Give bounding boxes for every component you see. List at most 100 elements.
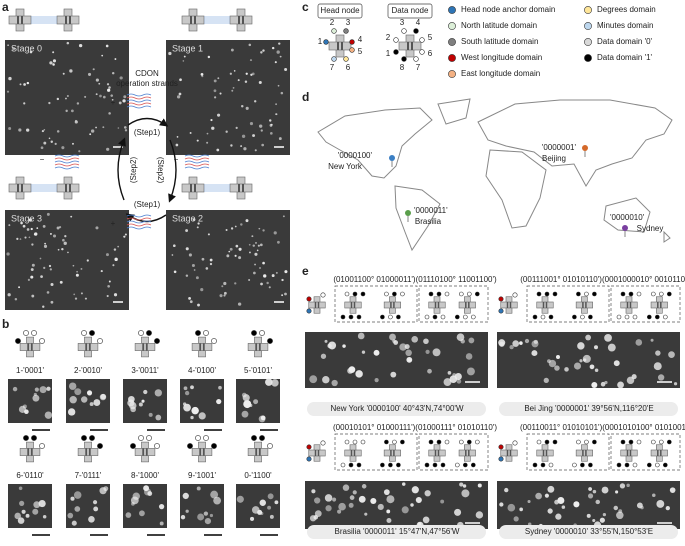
- domain: [187, 443, 193, 449]
- particle: [673, 382, 678, 386]
- particle: [499, 502, 504, 507]
- domain: [584, 439, 589, 445]
- particle: [604, 333, 612, 342]
- node-core: [434, 450, 437, 456]
- domain: [97, 338, 103, 344]
- particle: [404, 344, 410, 350]
- strand: [126, 102, 152, 106]
- particle: [92, 500, 98, 505]
- particle: [259, 124, 263, 128]
- label: CDON: [135, 69, 159, 78]
- particle: [24, 236, 27, 239]
- node-title-box: [387, 3, 433, 19]
- strand: [126, 99, 152, 103]
- particle: [204, 517, 212, 525]
- particle: [17, 517, 25, 524]
- node-core: [17, 184, 19, 192]
- node-core: [314, 450, 317, 456]
- domain: [454, 462, 460, 468]
- particle: [66, 41, 70, 45]
- particle: [43, 128, 46, 131]
- node-core: [545, 450, 548, 456]
- particle: [86, 390, 93, 396]
- particle: [236, 495, 244, 503]
- node-core: [88, 343, 91, 351]
- particle: [108, 280, 111, 283]
- domain: [436, 439, 442, 445]
- particle: [124, 233, 127, 236]
- particle: [74, 297, 78, 300]
- domain: [650, 439, 656, 445]
- particle: [48, 101, 51, 105]
- particle: [259, 499, 266, 506]
- micrograph: [5, 210, 129, 310]
- particle: [80, 267, 83, 270]
- node-core: [194, 16, 196, 24]
- particle: [105, 253, 109, 257]
- particle: [277, 240, 280, 244]
- particle: [158, 504, 165, 510]
- stage-label: Stage 3: [11, 213, 42, 223]
- particle: [18, 486, 23, 491]
- node-core: [238, 184, 240, 192]
- particle: [252, 244, 255, 247]
- node-core: [626, 450, 629, 456]
- particle: [210, 118, 213, 122]
- particle: [100, 393, 106, 400]
- particle: [657, 374, 665, 381]
- particle: [554, 365, 560, 371]
- particle: [141, 399, 145, 403]
- particle: [62, 238, 65, 242]
- continent: [477, 99, 673, 187]
- node-arm: [191, 448, 213, 456]
- particle: [513, 516, 519, 522]
- strand: [126, 220, 152, 224]
- particle: [462, 484, 467, 488]
- particle: [244, 80, 248, 83]
- particle: [65, 109, 68, 113]
- particle: [443, 378, 452, 386]
- particle: [249, 122, 254, 126]
- particle: [74, 506, 81, 512]
- node-core: [411, 42, 413, 50]
- particle: [592, 518, 596, 523]
- domain: [512, 440, 518, 446]
- particle: [613, 505, 619, 511]
- node-core: [255, 343, 258, 351]
- domain: [392, 439, 397, 445]
- group-box: [526, 433, 610, 471]
- strand: [184, 163, 210, 167]
- particle: [588, 487, 593, 491]
- particle: [268, 119, 272, 122]
- particle: [31, 294, 35, 298]
- particle: [249, 251, 251, 254]
- particle: [103, 486, 109, 492]
- domain: [624, 314, 630, 320]
- particle: [230, 227, 234, 230]
- particle: [583, 358, 587, 362]
- particle: [44, 411, 53, 419]
- panel-label: d: [302, 90, 309, 104]
- particle: [176, 135, 179, 138]
- node-core: [199, 448, 202, 456]
- legend-label: East longitude domain: [461, 69, 540, 78]
- domain: [548, 462, 554, 468]
- particle: [182, 492, 189, 500]
- domain: [195, 330, 201, 336]
- particle: [524, 338, 530, 344]
- particle: [26, 128, 30, 132]
- legend-label: Minutes domain: [597, 21, 653, 30]
- particle: [207, 55, 211, 59]
- particle: [42, 514, 47, 519]
- domain: [343, 28, 349, 34]
- domain: [344, 439, 350, 445]
- domain: [356, 314, 362, 320]
- city-name: Sydney: [637, 224, 664, 233]
- domain: [632, 314, 638, 320]
- particle: [48, 264, 52, 268]
- stage-label: Stage 2: [172, 213, 203, 223]
- particle: [70, 215, 73, 218]
- particle: [422, 516, 430, 524]
- particle: [123, 126, 127, 129]
- particle: [114, 58, 117, 60]
